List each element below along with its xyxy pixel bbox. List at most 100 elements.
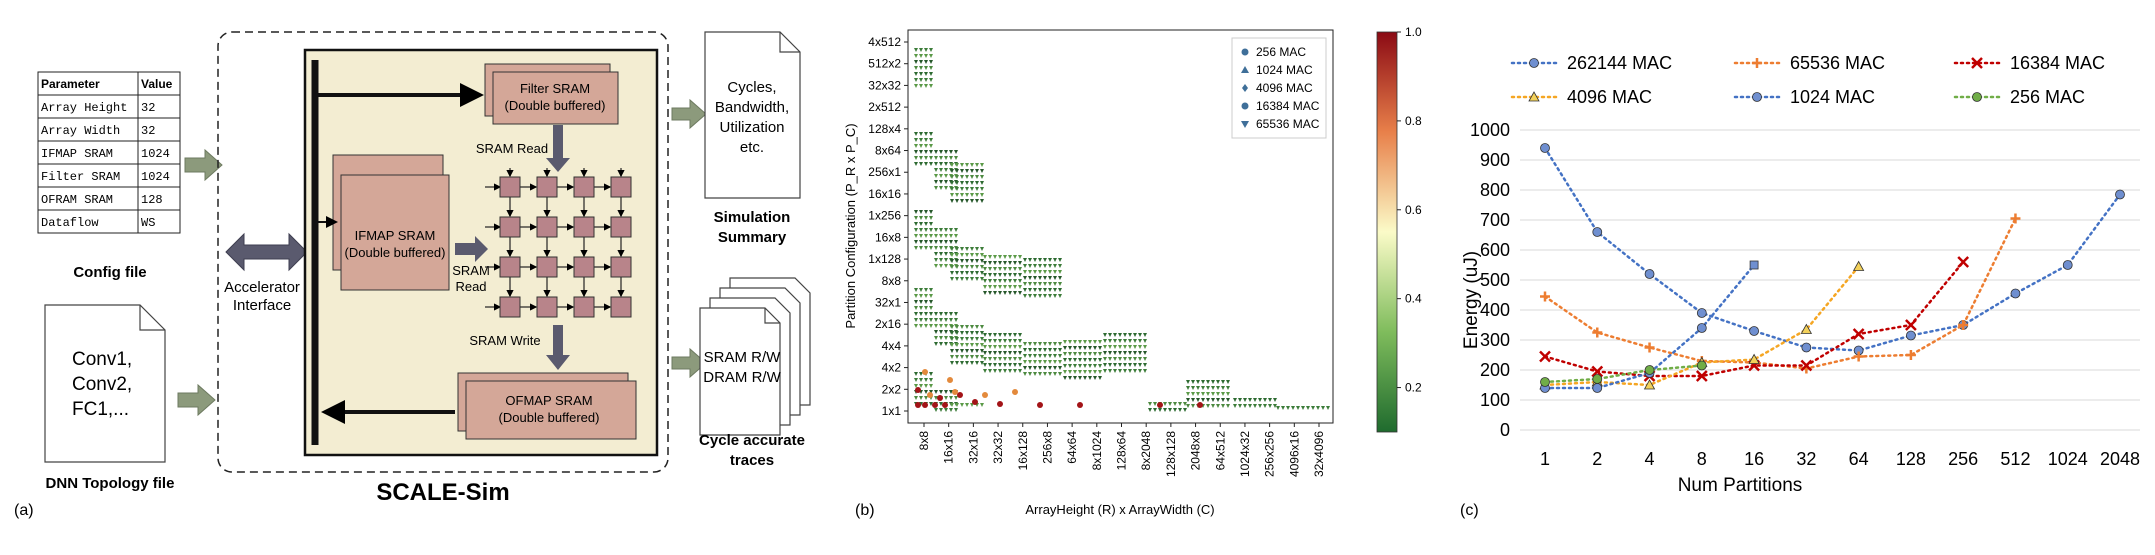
- partition-x-tick-label: 64x64: [1065, 431, 1079, 464]
- partition-marker: [965, 259, 969, 263]
- partition-marker: [914, 72, 918, 76]
- processing-element: [610, 176, 632, 198]
- partition-marker: [1073, 370, 1077, 374]
- partition-marker: [1003, 369, 1007, 373]
- partition-marker: [919, 396, 923, 400]
- partition-marker: [914, 324, 918, 328]
- partition-marker: [924, 246, 928, 250]
- partition-marker: [919, 306, 923, 310]
- partition-marker: [1138, 369, 1142, 373]
- processing-element: [499, 216, 521, 238]
- partition-marker: [924, 66, 928, 70]
- partition-marker: [1038, 354, 1042, 358]
- partition-marker: [955, 265, 959, 269]
- partition-marker: [1148, 408, 1152, 412]
- partition-marker: [1133, 369, 1137, 373]
- partition-marker: [1118, 357, 1122, 361]
- partition-marker: [1093, 346, 1097, 350]
- energy-y-tick-label: 400: [1480, 300, 1510, 320]
- partition-marker: [954, 156, 958, 160]
- partition-marker: [1133, 339, 1137, 343]
- partition-marker: [1018, 255, 1022, 259]
- partition-marker: [1008, 267, 1012, 271]
- partition-marker: [914, 150, 918, 154]
- partition-marker: [1013, 357, 1017, 361]
- partition-marker: [950, 187, 954, 191]
- partition-marker: [914, 210, 918, 214]
- partition-marker: [1123, 351, 1127, 355]
- partition-marker: [960, 361, 964, 365]
- partition-marker: [1113, 345, 1117, 349]
- partition-y-tick-label: 16x8: [875, 230, 901, 244]
- partition-marker: [929, 48, 933, 52]
- partition-marker: [955, 187, 959, 191]
- energy-series-path: [1543, 263, 1756, 390]
- partition-marker: [993, 261, 997, 265]
- partition-marker: [965, 325, 969, 329]
- partition-marker: [975, 181, 979, 185]
- partition-marker: [1043, 372, 1047, 376]
- partition-marker: [998, 357, 1002, 361]
- partition-marker: [934, 240, 938, 244]
- energy-point: [1696, 308, 1707, 318]
- partition-marker: [944, 180, 948, 184]
- partition-y-tick-label: 2x16: [875, 317, 901, 331]
- energy-point: [1540, 143, 1550, 153]
- partition-marker: [950, 271, 954, 275]
- energy-point: [1752, 92, 1762, 102]
- partition-marker: [998, 273, 1002, 277]
- partition-marker: [993, 255, 997, 259]
- partition-marker: [1018, 261, 1022, 265]
- partition-marker: [914, 294, 918, 298]
- partition-marker: [939, 342, 943, 346]
- partition-marker: [975, 337, 979, 341]
- partition-x-tick-label: 16x16: [942, 431, 956, 464]
- partition-marker: [950, 355, 954, 359]
- partition-marker: [965, 163, 969, 167]
- sram-write-down-arrow-icon: [546, 325, 570, 370]
- partition-x-tick-label: 32x32: [991, 431, 1005, 464]
- partition-marker: [1093, 364, 1097, 368]
- partition-marker: [919, 240, 923, 244]
- colorbar-tick-label: 1.0: [1405, 25, 1422, 39]
- partition-marker: [1123, 339, 1127, 343]
- partition-marker: [988, 345, 992, 349]
- partition-marker: [1123, 333, 1127, 337]
- partition-marker: [1028, 282, 1032, 286]
- partition-marker: [1296, 406, 1300, 410]
- partition-y-tick-label: 8x8: [882, 274, 902, 288]
- partition-marker: [1018, 291, 1022, 295]
- partition-marker: [1008, 291, 1012, 295]
- partition-marker: [1023, 288, 1027, 292]
- colorbar-tick-label: 0.6: [1405, 203, 1422, 217]
- partition-marker: [929, 390, 933, 394]
- partition-marker: [955, 163, 959, 167]
- processing-element: [610, 296, 632, 318]
- topology-line-2: Conv2,: [72, 374, 132, 395]
- partition-marker: [993, 357, 997, 361]
- partition-marker: [955, 181, 959, 185]
- partition-marker: [1048, 264, 1052, 268]
- partition-marker: [1083, 364, 1087, 368]
- partition-marker: [1018, 369, 1022, 373]
- partition-marker: [983, 285, 987, 289]
- partition-marker: [980, 271, 984, 275]
- partition-marker: [914, 378, 918, 382]
- partition-marker: [960, 337, 964, 341]
- partition-marker: [998, 285, 1002, 289]
- energy-point: [1540, 377, 1550, 387]
- legend-marker-icon: [1241, 48, 1249, 56]
- partition-marker: [919, 150, 923, 154]
- partition-marker: [914, 306, 918, 310]
- accelerator-interface-label-2: Interface: [233, 297, 291, 314]
- partition-marker: [1023, 294, 1027, 298]
- partition-marker: [939, 408, 943, 412]
- partition-marker: [914, 312, 918, 316]
- partition-marker: [975, 169, 979, 173]
- partition-marker-high: [932, 402, 938, 408]
- partition-marker: [1108, 339, 1112, 343]
- partition-marker: [954, 150, 958, 154]
- partition-marker: [1083, 370, 1087, 374]
- partition-marker: [929, 324, 933, 328]
- partition-marker: [939, 186, 943, 190]
